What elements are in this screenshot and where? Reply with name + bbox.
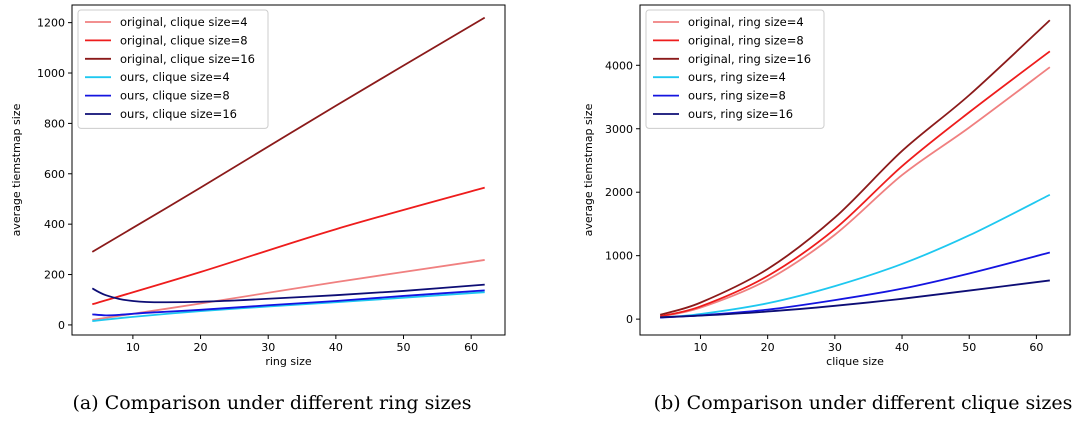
chart-a-x-tick-label-5: 50 — [397, 341, 411, 354]
chart-a-y-tick-label-3: 400 — [44, 218, 65, 231]
chart-b-y-tick-label-2: 1000 — [605, 250, 633, 263]
chart-a-y-tick-label-2: 200 — [44, 269, 65, 282]
chart-panel-b: 10 20 30 40 50 60 0 1000 2000 3000 4000 clique size… — [582, 4, 1071, 368]
chart-b-legend-entry-4: ours, ring size=4 — [688, 70, 786, 84]
caption-b: (b) Comparison under different clique si… — [654, 392, 1073, 414]
chart-a-x-tick-label-4: 40 — [329, 341, 343, 354]
chart-a-series-line-4 — [92, 291, 485, 323]
chart-a-legend-entry-3: original, clique size=16 — [120, 52, 255, 66]
chart-b-x-axis-label: clique size — [826, 355, 884, 368]
chart-b-series-line-4 — [660, 193, 1051, 319]
chart-b-x-tick-label-4: 40 — [895, 341, 909, 354]
chart-b-x-tick-label-5: 50 — [962, 341, 976, 354]
chart-b-series-line-1 — [659, 66, 1051, 318]
chart-b-x-tick-label-1: 10 — [693, 341, 707, 354]
chart-a-x-tick-label-2: 20 — [194, 341, 208, 354]
chart-b-y-tick-label-3: 2000 — [605, 186, 633, 199]
chart-b-series-line-2 — [659, 50, 1051, 318]
chart-b-series-line-6 — [660, 279, 1050, 319]
chart-a-x-tick-label-6: 60 — [464, 341, 478, 354]
chart-a-series-line-2 — [92, 186, 485, 306]
chart-a-x-axis-label: ring size — [265, 355, 312, 368]
chart-a-y-tick-label-5: 800 — [44, 117, 65, 130]
chart-b-series-line-3 — [659, 19, 1051, 316]
chart-b-y-tick-label-5: 4000 — [605, 59, 633, 72]
chart-a-legend-box — [77, 9, 269, 129]
chart-a-series-line-3 — [91, 16, 486, 253]
chart-b-legend-entry-5: ours, ring size=8 — [688, 89, 786, 103]
chart-a-y-tick-label-1: 0 — [58, 319, 65, 332]
chart-a-legend-entry-2: original, clique size=8 — [120, 33, 248, 47]
chart-b-y-tick-label-4: 3000 — [605, 123, 633, 136]
caption-a: (a) Comparison under different ring size… — [73, 392, 472, 414]
chart-b-axes-frame — [639, 4, 1071, 336]
chart-b-x-tick-label-2: 20 — [761, 341, 775, 354]
chart-b-y-axis-label: average tiemstmap size — [582, 103, 595, 236]
chart-a-series-line-5 — [92, 289, 485, 317]
chart-b-legend-entry-6: ours, ring size=16 — [688, 107, 793, 121]
chart-a-legend-entry-4: ours, clique size=4 — [120, 70, 230, 84]
chart-a-y-tick-label-6: 1000 — [37, 67, 65, 80]
chart-a-y-axis-label: average tiemstmap size — [10, 103, 23, 236]
chart-a-y-tick-label-7: 1200 — [37, 17, 65, 30]
chart-a-legend-entry-5: ours, clique size=8 — [120, 89, 230, 103]
chart-b-legend-entry-2: original, ring size=8 — [688, 33, 804, 47]
chart-a-x-tick-label-1: 10 — [126, 341, 140, 354]
chart-b-legend-entry-3: original, ring size=16 — [688, 52, 811, 66]
chart-b-y-tick-label-1: 0 — [626, 313, 633, 326]
chart-b-legend-box — [645, 9, 825, 129]
chart-b-legend-entry-1: original, ring size=4 — [688, 15, 804, 29]
chart-b-x-tick-label-3: 30 — [828, 341, 842, 354]
chart-a-legend-entry-6: ours, clique size=16 — [120, 107, 237, 121]
chart-b-series-line-5 — [660, 251, 1051, 319]
chart-a-y-tick-label-4: 600 — [44, 168, 65, 181]
chart-b-x-tick-label-6: 60 — [1029, 341, 1043, 354]
chart-a-x-tick-label-3: 30 — [261, 341, 275, 354]
chart-a-axes-frame — [71, 4, 506, 336]
chart-a-series-line-6 — [91, 283, 485, 304]
chart-a-legend-entry-1: original, clique size=4 — [120, 15, 248, 29]
